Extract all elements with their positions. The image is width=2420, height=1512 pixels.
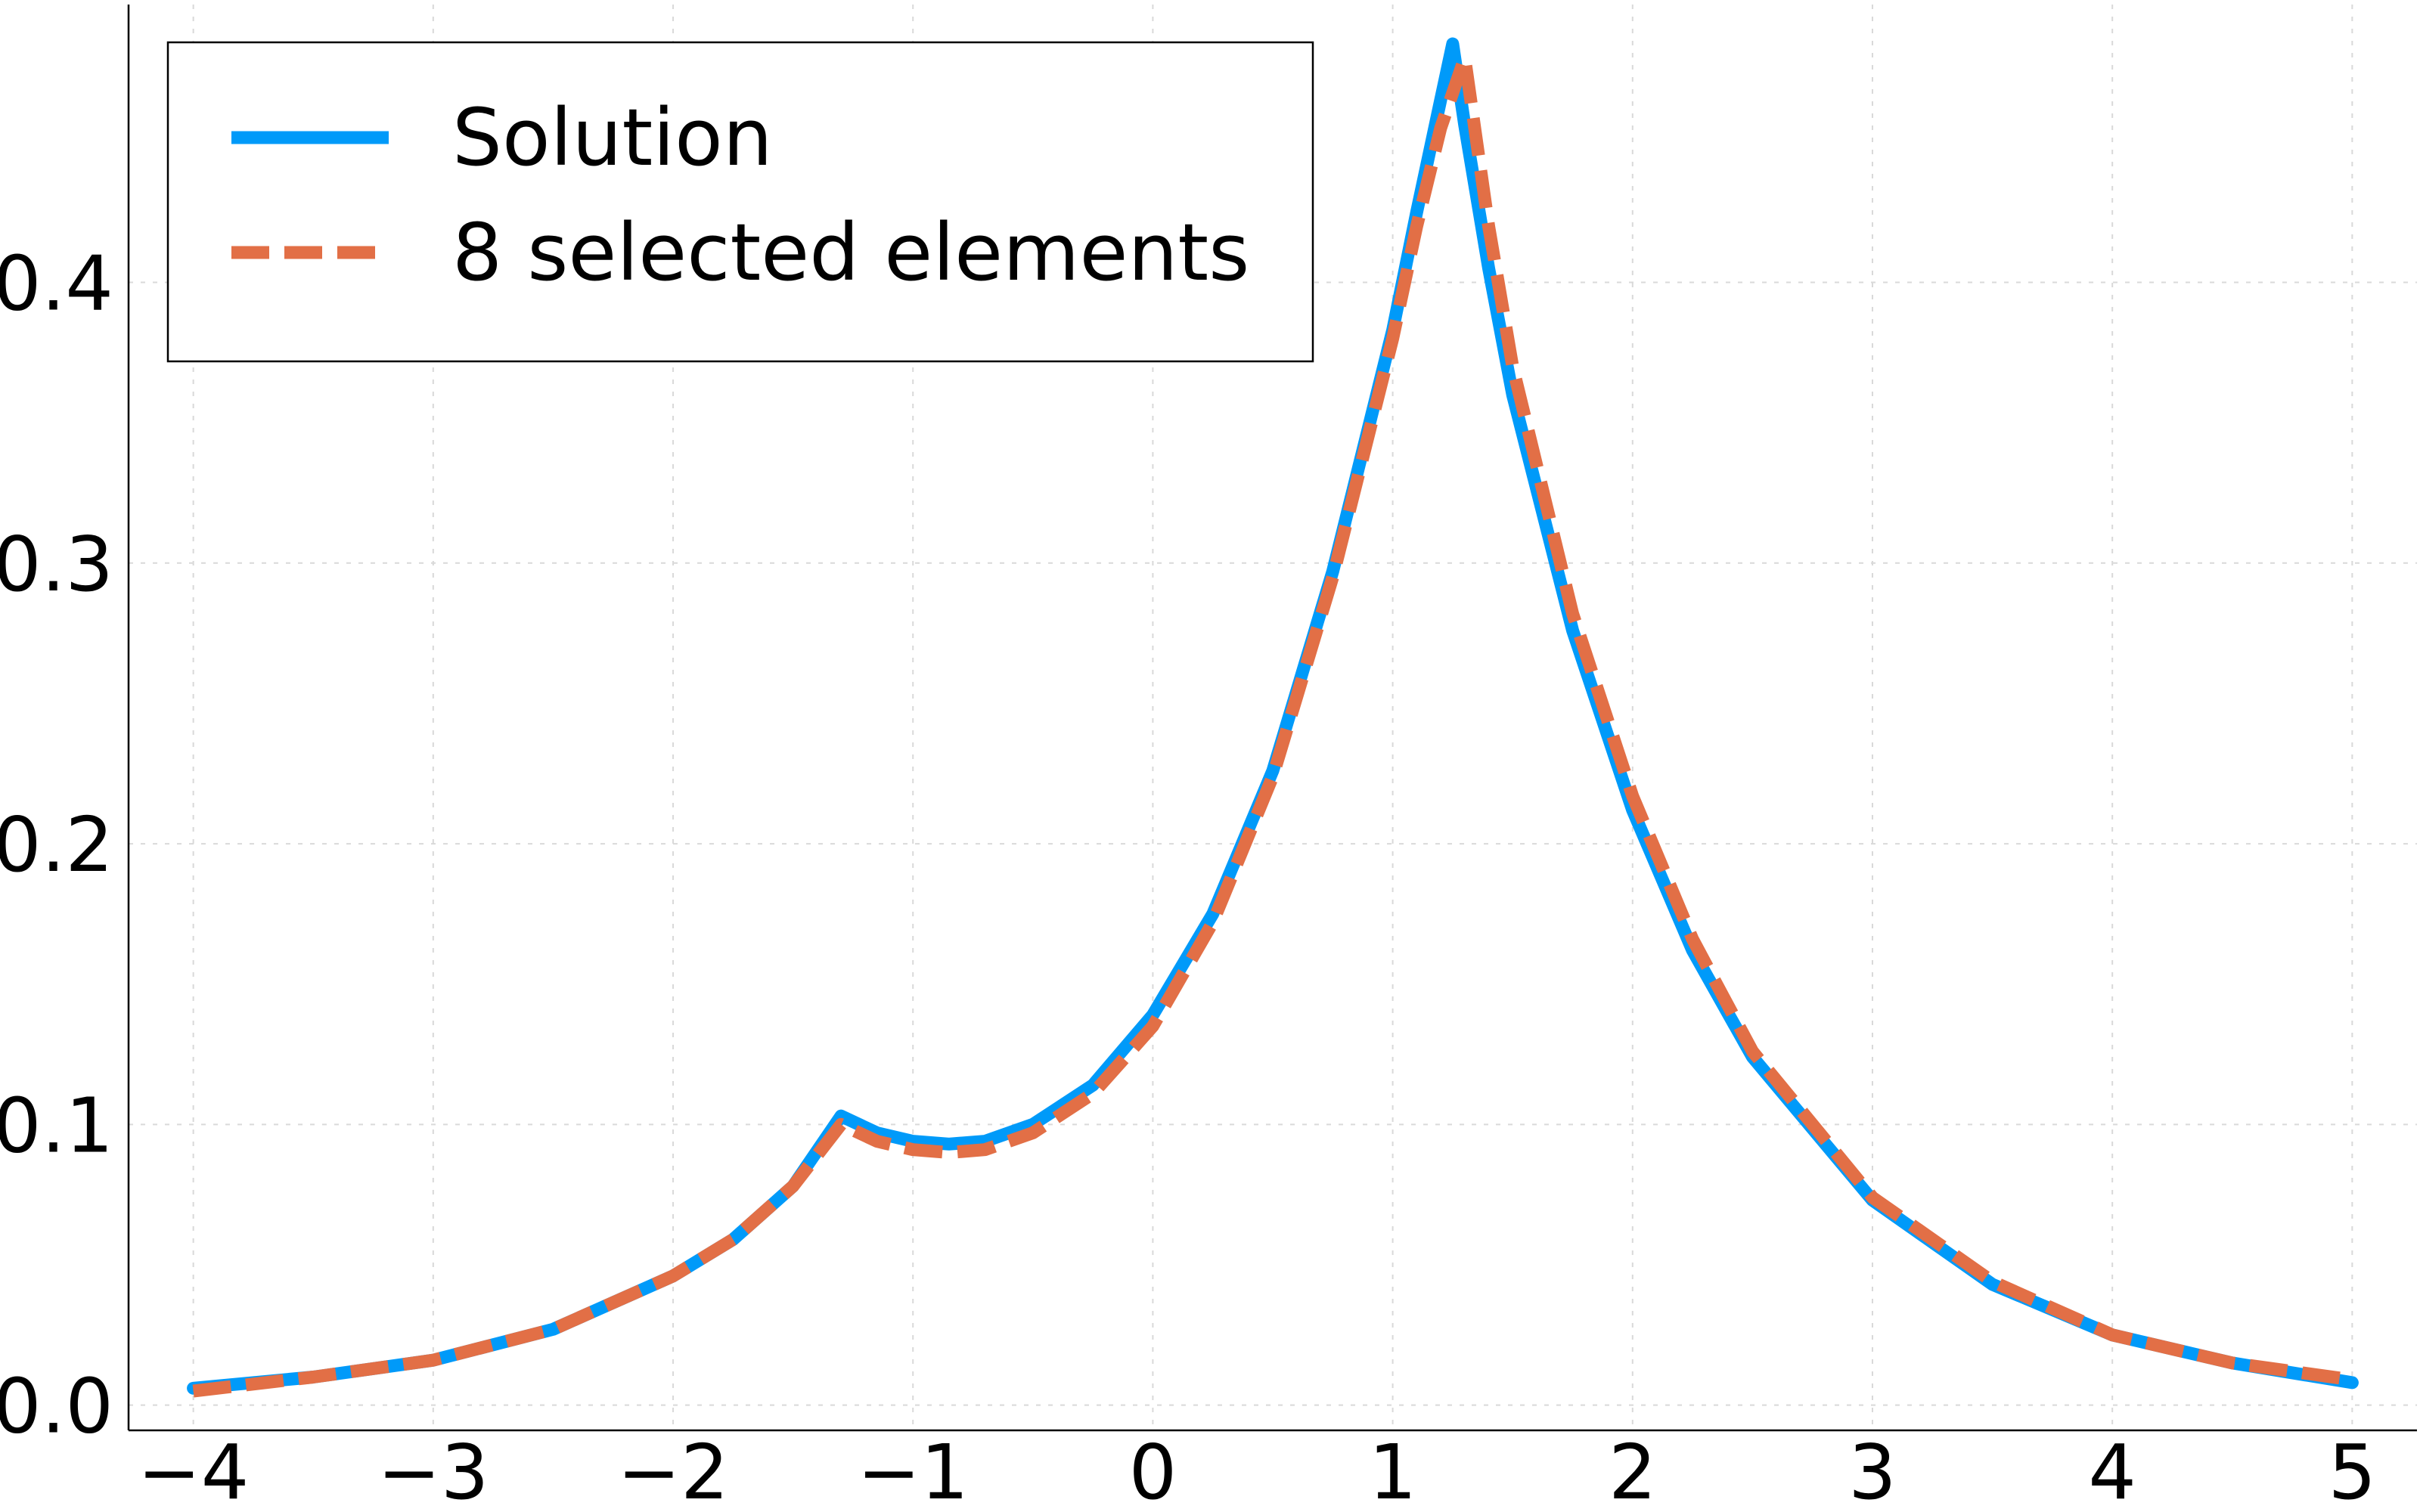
series-line-selected-elements [192,51,2353,1398]
x-tick-label: 1 [1369,1428,1417,1512]
y-tick-label: 0.4 [0,240,113,328]
y-tick-label: 0.0 [0,1362,113,1451]
x-tick-label: 3 [1848,1428,1897,1512]
x-tick-label: −4 [138,1428,249,1512]
legend-label-selected-elements: 8 selected elements [452,206,1249,299]
legend-label-solution: Solution [452,91,773,184]
y-tick-label: 0.1 [0,1081,113,1170]
x-tick-label: −1 [858,1428,969,1512]
y-tick-label: 0.3 [0,520,113,609]
x-tick-label: 5 [2328,1428,2377,1512]
y-tick-label: 0.2 [0,801,113,889]
tick-labels: −4 −3 −2 −1 0 1 2 3 4 5 0.0 0.1 0.2 0.3 0.4 [0,240,2376,1512]
axes [127,5,2417,1432]
legend: Solution 8 selected elements [166,41,1314,363]
x-tick-label: −3 [377,1428,489,1512]
x-tick-label: 2 [1609,1428,1657,1512]
x-tick-label: −2 [617,1428,728,1512]
series-group [187,37,2359,1398]
x-tick-label: 4 [2088,1428,2136,1512]
x-tick-label: 0 [1129,1428,1177,1512]
legend-box [166,41,1314,363]
